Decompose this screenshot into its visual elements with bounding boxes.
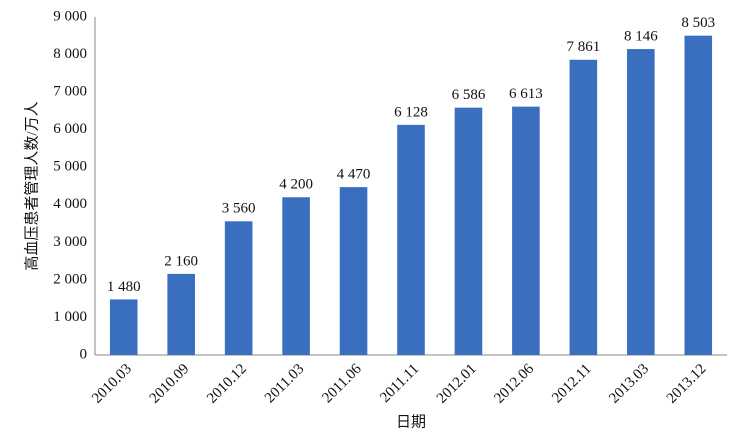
value-label: 1 480: [107, 279, 141, 295]
bar: [282, 197, 310, 355]
value-label: 8 503: [681, 15, 715, 31]
y-tick-label: 9 000: [53, 8, 87, 24]
bar: [397, 124, 425, 355]
y-tick-label: 4 000: [53, 196, 87, 212]
bar: [224, 221, 253, 355]
x-tick-label: 2011.11: [377, 361, 422, 406]
y-tick-label: 3 000: [53, 234, 87, 250]
bar: [512, 106, 540, 355]
x-tick-label: 2013.12: [664, 361, 710, 407]
x-tick-label: 2012.01: [434, 361, 480, 407]
y-axis-title: 高血压患者管理人数/万人: [23, 101, 40, 270]
x-tick-label: 2013.03: [606, 361, 652, 407]
value-label: 6 128: [394, 104, 428, 120]
value-label: 2 160: [164, 253, 198, 269]
value-label: 4 470: [337, 167, 371, 183]
x-tick-label: 2011.03: [262, 361, 307, 406]
bar: [684, 35, 713, 356]
x-tick-label: 2012.06: [491, 361, 537, 407]
bar: [569, 59, 598, 355]
x-tick-label: 2010.09: [147, 361, 193, 407]
value-label: 8 146: [624, 29, 658, 45]
bar: [339, 187, 368, 355]
y-tick-label: 2 000: [53, 271, 87, 287]
bar: [167, 273, 195, 355]
y-tick-label: 5 000: [53, 159, 87, 175]
y-tick-label: 1 000: [53, 309, 87, 325]
value-label: 7 861: [566, 39, 600, 55]
y-tick-label: 0: [80, 346, 88, 362]
value-label: 6 586: [452, 87, 486, 103]
value-label: 6 613: [509, 86, 543, 102]
value-label: 4 200: [279, 177, 313, 193]
x-tick-label: 2010.03: [89, 361, 135, 407]
y-tick-label: 7 000: [53, 84, 87, 100]
bar: [109, 299, 138, 355]
x-tick-label: 2012.11: [549, 361, 594, 406]
bar: [627, 49, 655, 355]
y-tick-label: 8 000: [53, 46, 87, 62]
x-tick-label: 2010.12: [204, 361, 250, 407]
x-tick-label: 2011.06: [319, 361, 365, 407]
value-label: 3 560: [222, 201, 256, 217]
x-axis-title: 日期: [396, 413, 426, 430]
bar: [454, 107, 483, 355]
y-tick-label: 6 000: [53, 121, 87, 137]
